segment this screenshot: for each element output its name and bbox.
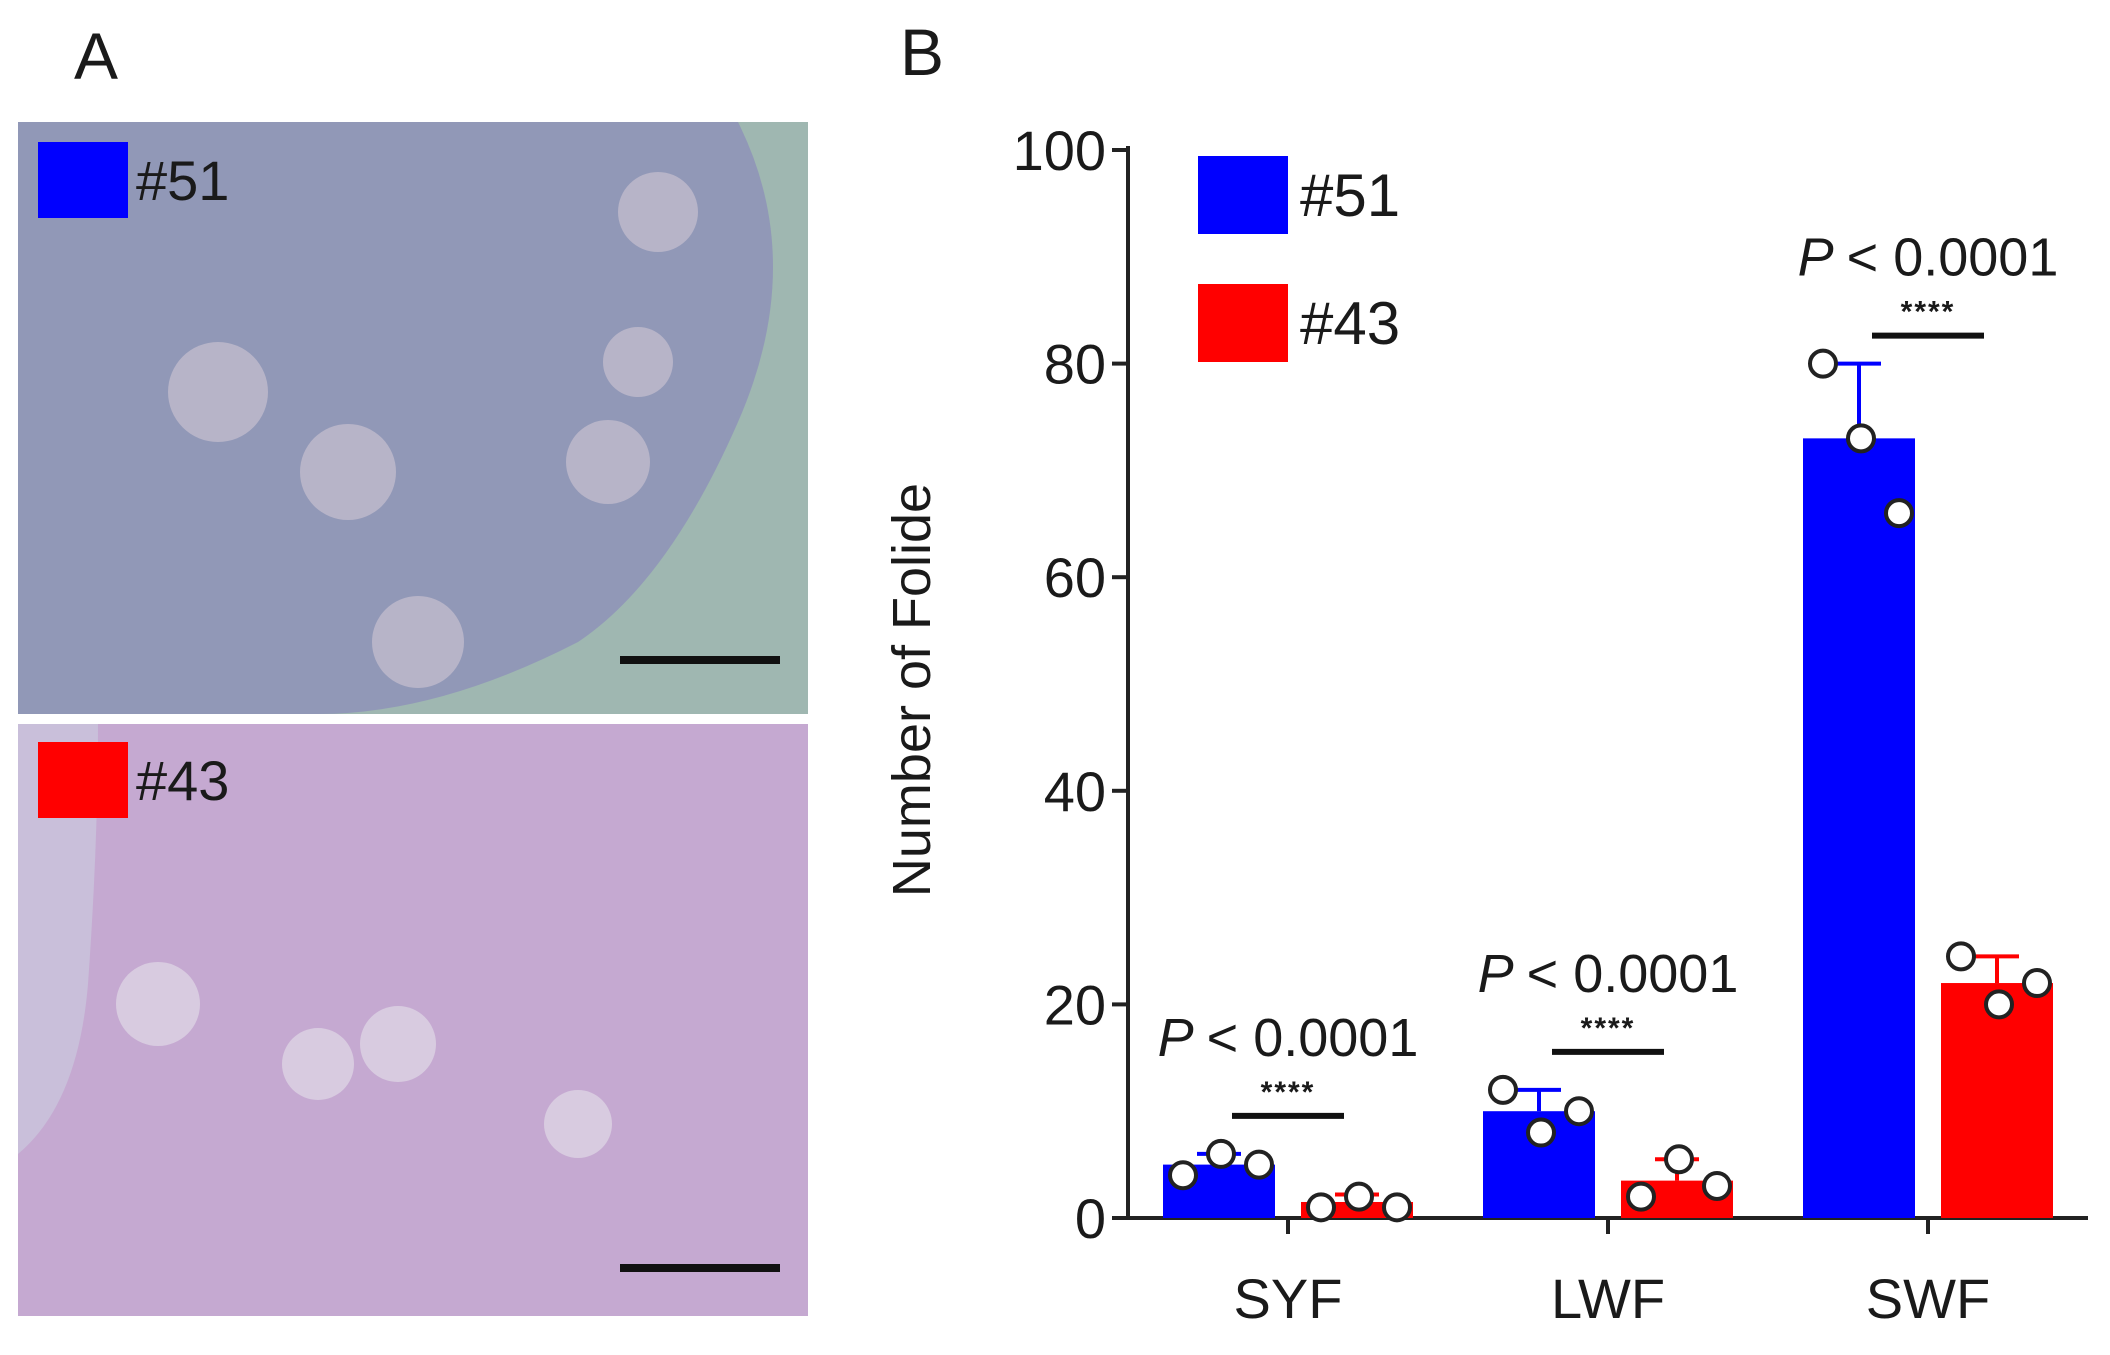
data-point (1306, 1192, 1336, 1223)
x-tick-label: SWF (1866, 1267, 1990, 1330)
bar (1941, 983, 2053, 1218)
y-tick-label: 20 (1044, 973, 1106, 1036)
legend-label: #51 (1300, 162, 1400, 229)
data-point (1564, 1096, 1594, 1127)
y-tick-label: 40 (1044, 760, 1106, 823)
data-point (1984, 989, 2014, 1020)
scale-bar-top (620, 656, 780, 664)
panel-b-letter: B (900, 15, 945, 89)
y-tick-label: 80 (1044, 333, 1106, 396)
data-point (1808, 348, 1838, 379)
legend-swatch-43 (38, 742, 128, 818)
data-point (1664, 1144, 1694, 1175)
y-tick-label: 60 (1044, 546, 1106, 609)
data-point (1526, 1117, 1556, 1148)
micrograph-51-legend: #51 (38, 142, 229, 218)
data-point (1244, 1149, 1274, 1180)
p-value-label: P < 0.0001 (1478, 944, 1739, 1004)
legend-label-51: #51 (136, 148, 230, 212)
micrograph-43-tissue (18, 724, 808, 1316)
panel-a-letter: A (74, 19, 119, 93)
data-point (1626, 1181, 1656, 1212)
p-value-label: P < 0.0001 (1798, 228, 2059, 288)
y-tick-label: 100 (1013, 119, 1106, 182)
legend-label: #43 (1300, 290, 1400, 357)
legend-swatch-51 (38, 142, 128, 218)
micrograph-51-tissue (18, 122, 773, 714)
significance-stars: **** (1901, 296, 1956, 329)
scale-bar-bottom (620, 1264, 780, 1272)
micrograph-43-legend: #43 (38, 742, 229, 818)
micrograph-43 (18, 724, 808, 1316)
x-tick-label: SYF (1234, 1267, 1343, 1330)
p-value-label: P < 0.0001 (1158, 1008, 1419, 1068)
y-axis-label: Number of Folide (882, 483, 942, 897)
y-tick-label: 0 (1075, 1187, 1106, 1250)
legend-swatch (1198, 156, 1288, 234)
data-point (1846, 423, 1876, 454)
data-point (1382, 1192, 1412, 1223)
x-tick-label: LWF (1551, 1267, 1665, 1330)
legend-swatch (1198, 284, 1288, 362)
data-point (1702, 1170, 1732, 1201)
bar (1803, 438, 1915, 1218)
data-point (2022, 968, 2052, 999)
significance-stars: **** (1261, 1076, 1316, 1109)
data-point (1206, 1138, 1236, 1169)
data-point (1344, 1181, 1374, 1212)
data-point (1168, 1160, 1198, 1191)
micrograph-51 (18, 122, 808, 714)
legend-label-43: #43 (136, 748, 230, 812)
data-point (1488, 1074, 1518, 1105)
significance-stars: **** (1581, 1012, 1636, 1045)
data-point (1946, 941, 1976, 972)
data-point (1884, 498, 1914, 529)
